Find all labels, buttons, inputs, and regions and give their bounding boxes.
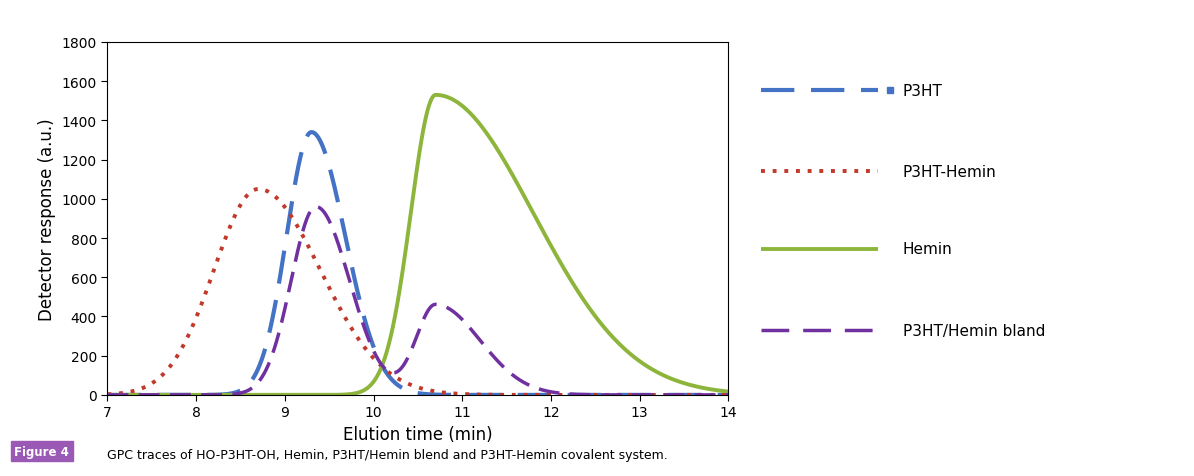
X-axis label: Elution time (min): Elution time (min) — [343, 425, 493, 443]
Text: Figure 4: Figure 4 — [14, 445, 69, 457]
Text: GPC traces of HO-P3HT-OH, Hemin, P3HT/Hemin blend and P3HT-Hemin covalent system: GPC traces of HO-P3HT-OH, Hemin, P3HT/He… — [107, 448, 669, 461]
Text: P3HT/Hemin bland: P3HT/Hemin bland — [903, 323, 1045, 338]
Text: P3HT-Hemin: P3HT-Hemin — [903, 164, 997, 179]
Y-axis label: Detector response (a.u.): Detector response (a.u.) — [38, 118, 56, 320]
Text: Hemin: Hemin — [903, 242, 953, 257]
Text: P3HT: P3HT — [903, 83, 942, 99]
